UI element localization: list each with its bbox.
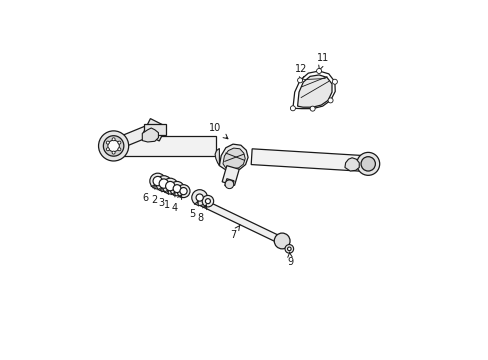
Circle shape — [285, 244, 293, 253]
Circle shape — [99, 131, 128, 161]
Circle shape — [290, 106, 295, 111]
Circle shape — [106, 141, 109, 144]
Circle shape — [112, 138, 115, 141]
Text: 10: 10 — [208, 123, 227, 139]
Text: 5: 5 — [189, 201, 198, 219]
Circle shape — [332, 79, 337, 84]
Text: 9: 9 — [287, 252, 293, 267]
Polygon shape — [143, 118, 166, 141]
Polygon shape — [224, 179, 234, 188]
Circle shape — [356, 152, 379, 175]
Circle shape — [309, 106, 314, 111]
Polygon shape — [222, 166, 239, 185]
Circle shape — [224, 180, 233, 189]
Polygon shape — [194, 197, 283, 244]
Circle shape — [316, 68, 321, 73]
Polygon shape — [215, 148, 219, 166]
Circle shape — [173, 185, 181, 193]
Circle shape — [162, 178, 178, 194]
Circle shape — [180, 188, 187, 195]
Circle shape — [205, 199, 210, 204]
Circle shape — [297, 78, 302, 83]
Text: 8: 8 — [197, 205, 206, 223]
Text: 11: 11 — [317, 53, 329, 70]
Circle shape — [153, 176, 162, 186]
Polygon shape — [109, 125, 153, 151]
Circle shape — [360, 157, 375, 171]
Text: 4: 4 — [171, 194, 182, 213]
Text: 3: 3 — [158, 189, 168, 208]
Circle shape — [156, 176, 171, 192]
Polygon shape — [251, 149, 370, 172]
Text: 7: 7 — [229, 225, 240, 240]
Circle shape — [177, 185, 190, 198]
Text: 6: 6 — [142, 184, 155, 203]
Circle shape — [196, 194, 203, 201]
Circle shape — [169, 181, 184, 196]
Polygon shape — [297, 75, 331, 107]
Circle shape — [191, 190, 207, 206]
Circle shape — [274, 233, 289, 249]
Polygon shape — [344, 158, 359, 171]
Circle shape — [118, 141, 121, 144]
Circle shape — [159, 179, 168, 188]
Circle shape — [112, 151, 115, 154]
Polygon shape — [219, 144, 247, 170]
Polygon shape — [112, 136, 215, 156]
Circle shape — [202, 195, 213, 207]
Circle shape — [106, 148, 109, 151]
Circle shape — [327, 98, 332, 103]
Text: 12: 12 — [294, 64, 307, 81]
Circle shape — [287, 247, 290, 251]
Polygon shape — [144, 125, 165, 135]
Text: 1: 1 — [164, 192, 175, 211]
Text: 2: 2 — [151, 187, 162, 206]
Polygon shape — [142, 128, 158, 142]
Circle shape — [103, 136, 123, 156]
Circle shape — [108, 140, 119, 152]
Circle shape — [165, 181, 175, 191]
Circle shape — [149, 173, 165, 189]
Circle shape — [118, 148, 121, 151]
Polygon shape — [223, 148, 244, 169]
